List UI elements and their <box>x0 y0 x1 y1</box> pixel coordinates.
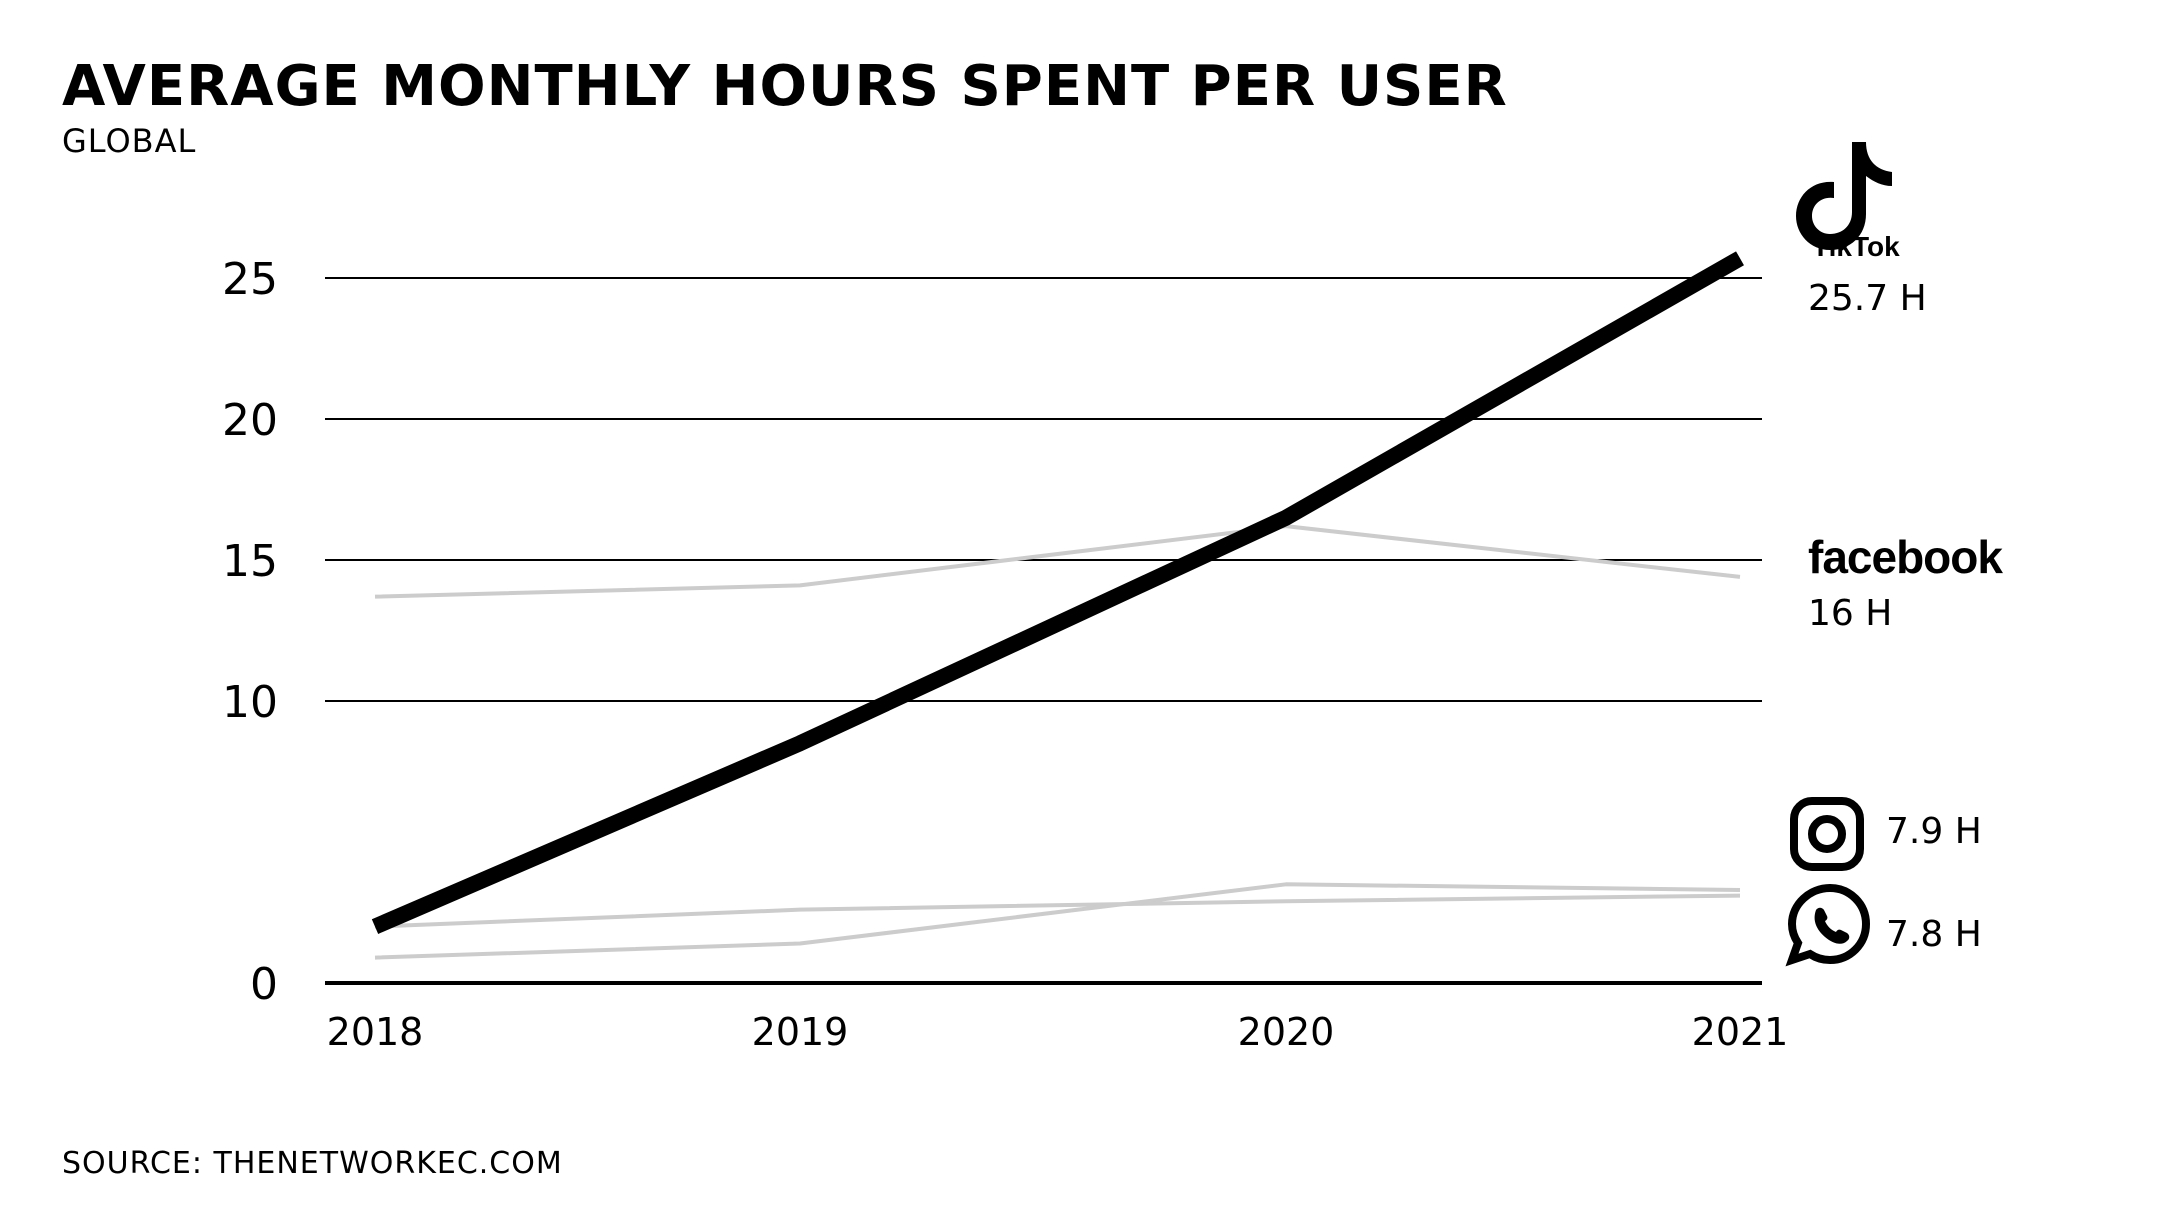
y-tick-label: 10 <box>222 677 278 728</box>
tiktok-name: TikTok <box>1812 231 1900 262</box>
x-tick-label: 2019 <box>752 1010 849 1054</box>
tiktok-value: 25.7 H <box>1808 278 1927 319</box>
x-tick-label: 2021 <box>1692 1010 1789 1054</box>
legend-tiktok: TikTok 25.7 H <box>1796 142 1927 319</box>
facebook-name: facebook <box>1808 531 2003 583</box>
y-tick-label: 0 <box>250 959 278 1010</box>
chart-title: AVERAGE MONTHLY HOURS SPENT PER USER <box>62 54 1508 119</box>
chart-subtitle: GLOBAL <box>62 122 196 160</box>
y-tick-label: 25 <box>222 254 278 305</box>
whatsapp-icon <box>1785 883 1871 967</box>
grid-lines <box>325 277 1762 985</box>
legend-facebook: facebook 16 H <box>1808 531 2004 634</box>
x-tick-label: 2018 <box>327 1010 424 1054</box>
instagram-value: 7.9 H <box>1886 811 1982 852</box>
whatsapp-value: 7.8 H <box>1886 914 1982 955</box>
series-lines <box>371 251 1744 960</box>
y-tick-label: 15 <box>222 536 278 587</box>
y-axis-ticks: 0 10 15 20 25 <box>222 254 278 1010</box>
source-note: SOURCE: THENETWORKEC.COM <box>62 1146 563 1181</box>
facebook-value: 16 H <box>1808 593 1892 634</box>
series-line-tiktok <box>371 251 1744 934</box>
series-line-whatsapp <box>374 893 1741 929</box>
instagram-icon <box>1790 797 1864 871</box>
y-tick-label: 20 <box>222 395 278 446</box>
series-line-facebook <box>374 524 1741 599</box>
legend-instagram: 7.9 H <box>1790 797 1982 871</box>
x-tick-label: 2020 <box>1238 1010 1335 1054</box>
series-line-instagram <box>374 882 1741 960</box>
tiktok-logo-icon <box>1796 142 1892 250</box>
legend-whatsapp: 7.8 H <box>1785 883 1982 967</box>
x-axis-ticks: 2018 2019 2020 2021 <box>327 1010 1789 1054</box>
